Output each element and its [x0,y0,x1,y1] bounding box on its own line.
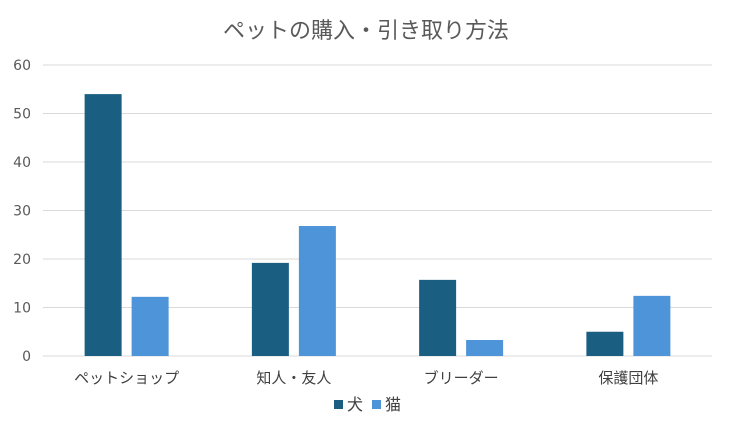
category-labels: ペットショップ 知人・友人 ブリーダー 保護団体 [74,369,658,387]
bar [251,262,289,356]
y-tick-label: 0 [22,349,31,365]
legend-swatch [334,400,343,409]
chart-title: ペットの購入・引き取り方法 [223,19,509,44]
y-tick-label: 30 [13,204,31,220]
category-label: ブリーダー [424,369,499,387]
category-label: 知人・友人 [256,369,331,387]
y-axis-ticks: 0 10 20 30 40 50 60 [13,58,31,365]
y-tick-label: 50 [13,107,31,123]
y-tick-label: 20 [13,252,31,268]
y-tick-label: 60 [13,58,31,74]
legend: 犬猫 [334,395,401,414]
bar [586,331,624,356]
y-tick-label: 10 [13,301,31,317]
bar [298,226,336,356]
legend-swatch [372,400,381,409]
y-tick-label: 40 [13,155,31,171]
bar [466,339,504,356]
bars [84,94,671,356]
bar [131,296,169,356]
legend-label: 猫 [385,395,401,414]
bar [84,94,122,356]
legend-label: 犬 [347,395,363,414]
category-label: 保護団体 [598,369,658,387]
bar [633,295,671,356]
category-label: ペットショップ [74,369,179,387]
bar [419,279,457,356]
